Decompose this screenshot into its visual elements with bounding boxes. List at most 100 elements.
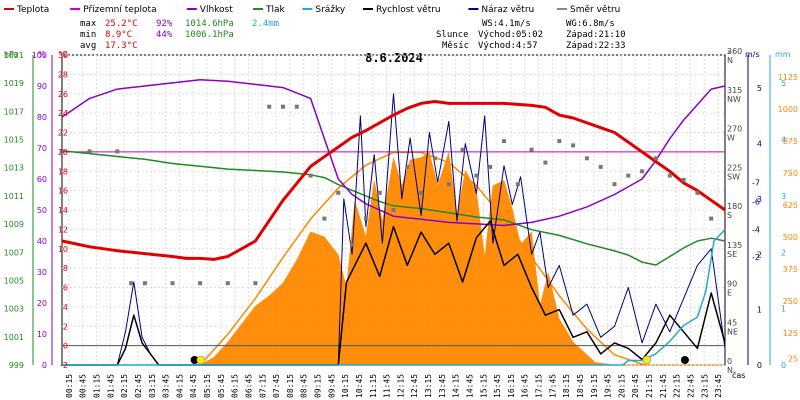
marker-sunset-2	[642, 355, 652, 365]
wind-dir-point-6	[198, 281, 203, 286]
tick-deg-dir-6: W	[727, 134, 735, 143]
tick-ms-0: 0	[757, 361, 762, 370]
sun-curve	[199, 151, 646, 366]
info-block: WS:4.1m/s WG:6.8m/s Slunce Východ:05:02 …	[436, 19, 626, 51]
legend-label-2: Vlhkost	[200, 5, 233, 15]
wind-dir-point-18	[391, 208, 396, 212]
tick-c-14: 26	[58, 90, 68, 99]
tick-time-41: 20:45	[631, 374, 640, 398]
tick-time-9: 04:45	[189, 374, 198, 398]
tick-time-16: 08:15	[286, 374, 295, 398]
sun-curve-line	[199, 151, 646, 366]
tick-time-19: 09:45	[327, 374, 336, 398]
tick-hpa-5: 1009	[4, 220, 24, 229]
pressure-line	[61, 150, 726, 266]
tick-deg-val-4: 180	[727, 202, 742, 211]
tick-time-46: 23:15	[700, 374, 709, 398]
tick-deg-val-5: 225	[727, 163, 742, 172]
tick-hpa-7: 1013	[4, 164, 24, 173]
wind-dir-point-12	[308, 173, 313, 178]
chart-title: 8.6.2024	[365, 51, 423, 65]
tick-time-26: 13:15	[424, 374, 433, 398]
tick-time-40: 20:15	[617, 374, 626, 398]
wind-dir-point-19	[405, 164, 410, 169]
info-moon-set: Západ:22:33	[566, 41, 626, 51]
tick-time-22: 11:15	[369, 374, 378, 398]
tick-mm-3: 3	[781, 192, 786, 201]
marker-moonrise-0	[190, 356, 199, 364]
tick-pct-0: 0	[42, 361, 47, 370]
wind-dir-point-2	[115, 149, 120, 154]
marker-moonset-3	[680, 356, 689, 364]
wind-dir-point-14	[336, 190, 341, 195]
axis-title-pct: %	[38, 50, 46, 59]
tick-mm-0: 0	[781, 361, 786, 370]
tick-deg-val-7: 315	[727, 86, 742, 95]
axis-title-deg: °	[727, 50, 731, 59]
tick-deg-val-2: 90	[727, 280, 737, 289]
tick-deg-val-0: 0	[727, 357, 732, 366]
wind-dir-point-30	[557, 139, 562, 144]
tick-c-15: 28	[58, 70, 68, 79]
tick-deg-val-6: 270	[727, 125, 742, 134]
tick-deg-val-8: 360	[727, 47, 742, 56]
tick-rad-1: 125	[783, 329, 798, 338]
stats-min-temp: 8.9°C	[105, 30, 132, 40]
tick-deg-val-3: 135	[727, 241, 742, 250]
tick-time-32: 16:15	[507, 374, 516, 398]
temperature-line	[61, 100, 726, 261]
tick-time-8: 04:15	[175, 374, 184, 398]
tick-c-5: 8	[63, 264, 68, 273]
tick-rad-4: 500	[783, 233, 798, 242]
tick-time-2: 01:15	[93, 374, 102, 398]
wind-dir-point-37	[653, 156, 658, 161]
tick-time-44: 22:15	[673, 374, 682, 398]
stats-max-hum: 92%	[156, 19, 173, 29]
tick-c-6: 10	[58, 245, 68, 254]
tick-time-38: 19:15	[590, 374, 599, 398]
tick-hpa-10: 1019	[4, 79, 24, 88]
series-lines	[61, 79, 726, 366]
wind-dir-point-1	[87, 149, 92, 154]
tick-time-12: 06:15	[231, 374, 240, 398]
tick-ms-2: 2	[757, 250, 762, 259]
wind-dir-point-21	[432, 156, 437, 161]
wind-dir-point-33	[598, 164, 603, 169]
info-ws: WS:4.1m/s	[482, 19, 531, 29]
info-moon-rise: Východ:4:57	[478, 41, 538, 51]
tick-deg-dir-0: N	[727, 366, 733, 375]
tick-time-5: 02:45	[134, 374, 143, 398]
wind-dir-point-20	[419, 190, 424, 195]
tick-mm-4: 4	[781, 136, 786, 145]
sun-moon-markers	[190, 355, 689, 365]
wind-dir-point-17	[377, 190, 382, 195]
stats-min-label: min	[80, 30, 96, 40]
wind-dir-point-32	[584, 156, 589, 161]
tick-pct-5: 50	[37, 206, 47, 215]
tick-hpa-4: 1007	[4, 248, 24, 257]
tick-hpa-11: 1021	[4, 51, 24, 60]
tick-time-4: 02:15	[120, 374, 129, 398]
tick-ms-neg-0: -2	[752, 253, 760, 262]
legend-label-0: Teplota	[16, 5, 49, 15]
tick-pct-4: 40	[37, 237, 47, 246]
tick-c-16: 30	[58, 51, 68, 60]
tick-time-28: 14:15	[452, 374, 461, 398]
axis-title-hpa: hPa	[4, 50, 19, 59]
info-moon-label: Měsíc	[442, 41, 469, 51]
tick-time-1: 00:45	[79, 374, 88, 398]
tick-ms-5: 5	[757, 84, 762, 93]
stats-block: max 25.2°C 92% 1014.6hPa 2.4mm min 8.9°C…	[80, 19, 279, 51]
tick-hpa-3: 1005	[4, 276, 24, 285]
tick-c-8: 14	[58, 206, 68, 215]
tick-c-10: 18	[58, 167, 68, 176]
tick-pct-7: 70	[37, 144, 47, 153]
legend: Teplota Přízemní teplota Vlhkost Tlak Srážky…	[4, 5, 620, 15]
tick-deg-dir-1: NE	[727, 327, 738, 336]
tick-time-14: 07:15	[258, 374, 267, 398]
tick-c-3: 4	[63, 303, 68, 312]
tick-c-12: 22	[58, 129, 68, 138]
tick-time-10: 05:15	[203, 374, 212, 398]
legend-label-5: Rychlost větru	[376, 5, 441, 15]
tick-time-11: 05:45	[217, 374, 226, 398]
